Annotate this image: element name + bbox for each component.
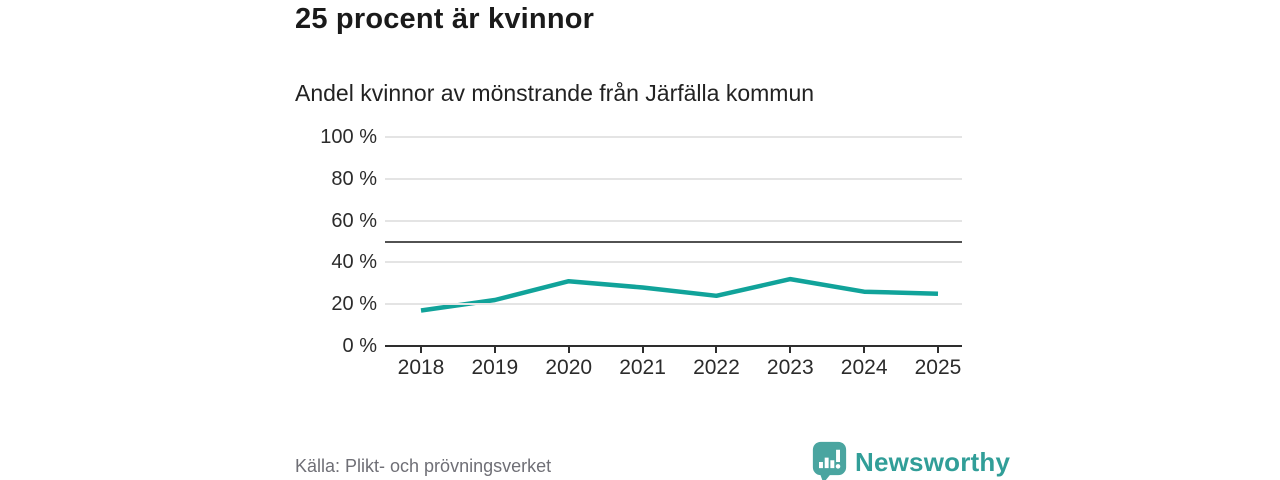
x-tick-label: 2025 [914,356,962,379]
data-line [420,276,939,313]
x-axis-tick [493,346,496,353]
line-chart: 0 % 20 % 40 % 60 % 80 % 100 % 2018 2019 2020 2021… [320,126,962,379]
x-axis-tick [641,346,644,353]
x-axis-tick [420,346,422,353]
x-tick-label: 2021 [619,356,666,379]
newsworthy-logo: Newsworthy [812,440,1010,480]
x-tick-label: 2018 [397,356,445,379]
gridline-40 [385,261,962,264]
y-tick-label: 100 % [320,126,377,148]
source-note: Källa: Plikt- och prövningsverket [295,456,552,476]
x-tick-label: 2022 [693,356,740,379]
x-axis-tick [567,346,570,353]
y-tick-label: 60 % [331,209,377,232]
y-tick-label: 80 % [331,167,377,190]
x-axis-line [385,345,962,347]
series-line [420,276,939,313]
newsworthy-icon [812,441,847,480]
gridline-80 [385,177,962,180]
chart-subtitle: Andel kvinnor av mönstrande från Järfäll… [295,80,815,106]
newsworthy-wordmark: Newsworthy [855,446,1011,477]
x-axis-tick [863,346,866,353]
y-tick-label: 0 % [342,335,377,357]
x-axis-tick [715,346,718,353]
y-tick-label: 40 % [331,251,377,274]
y-tick-label: 20 % [331,293,377,316]
x-axis-tick [936,346,939,353]
gridline-20 [385,303,962,306]
plot-area: 0 % 20 % 40 % 60 % 80 % 100 % 2018 2019 2020 2021… [320,126,962,379]
x-tick-label: 2019 [471,356,519,379]
gridline-60 [385,219,962,222]
x-tick-label: 2020 [545,356,593,379]
gridline-100 [385,136,962,138]
reference-line-50 [385,240,962,243]
chart-title: 25 procent är kvinnor [295,3,595,35]
x-axis-tick [789,346,792,353]
x-tick-label: 2024 [840,356,888,379]
x-tick-label: 2023 [766,356,814,379]
